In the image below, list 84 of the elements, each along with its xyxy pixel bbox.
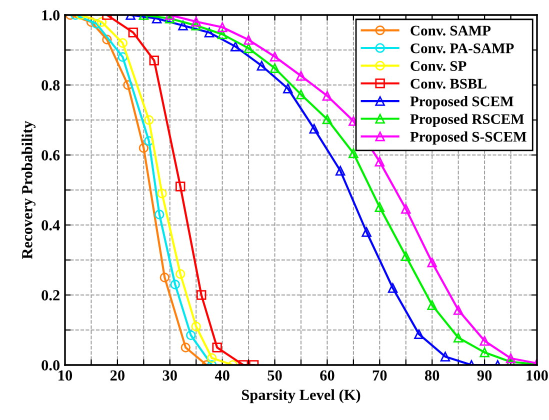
point [283,84,293,94]
x-tick-label: 60 [320,370,334,381]
point [92,18,102,29]
point [427,258,437,268]
x-axis-title: Sparsity Level (K) [242,389,360,404]
point [270,52,280,62]
y-tick-label: 0.4 [42,220,60,231]
point [138,143,149,153]
y-tick-label: 0.0 [42,360,60,371]
point [191,20,201,30]
point [157,188,167,198]
point [401,204,411,214]
point [230,42,240,52]
point [170,280,180,290]
point [362,227,372,237]
y-axis-title: Recovery Probability [22,120,36,259]
point [427,300,437,310]
legend-label: Conv. PA-SAMP [410,43,514,54]
point [154,210,164,220]
point [244,43,254,54]
legend-label: Conv. BSBL [410,78,486,89]
point [191,16,201,27]
point [335,166,346,176]
point [374,156,385,167]
x-tick-label: 90 [477,370,492,381]
point [480,348,490,358]
point [453,305,464,315]
point [296,90,306,100]
x-tick-label: 100 [526,370,548,381]
point [165,15,175,24]
point [176,269,186,279]
point [212,342,222,352]
point [144,115,154,125]
point [180,342,190,352]
point [128,28,138,38]
y-tick-label: 0.2 [42,290,60,301]
point [322,114,332,124]
point [118,52,128,62]
x-tick-label: 70 [372,370,387,381]
x-tick-label: 10 [58,370,72,381]
x-tick-label: 20 [110,370,124,381]
point [256,60,267,71]
point [118,38,128,48]
point [186,330,196,340]
point [176,182,186,192]
point [86,17,96,27]
point [309,124,319,134]
y-tick-label: 1.0 [42,10,60,21]
point [217,29,228,40]
x-tick-label: 30 [162,370,177,381]
point [322,90,332,101]
point [480,336,490,346]
point [401,251,411,262]
point [453,332,464,343]
y-tick-label: 0.6 [42,150,60,161]
legend-label: Conv. SAMP [410,26,491,36]
point [244,34,254,45]
point [388,283,398,293]
x-tick-label: 50 [268,370,282,381]
point [206,353,217,363]
point [191,322,201,332]
point [160,272,170,282]
legend-label: Proposed SCEM [410,96,514,110]
point [204,28,214,38]
point [348,148,358,158]
point [270,63,280,74]
legend-label: Proposed RSCEM [410,114,524,127]
point [196,290,206,300]
x-tick-label: 80 [424,370,440,381]
point [506,353,516,364]
point [149,56,160,66]
point [414,329,424,340]
point [296,71,306,81]
point [374,202,385,212]
point [217,22,228,32]
legend-label: Proposed S-SCEM [410,131,526,145]
point [178,20,188,30]
point [102,34,112,44]
y-tick-label: 0.8 [42,80,60,91]
point [96,17,107,27]
point [440,352,450,362]
x-tick-label: 40 [214,370,230,381]
point [123,80,133,90]
legend-label: Conv. SP [410,61,466,71]
